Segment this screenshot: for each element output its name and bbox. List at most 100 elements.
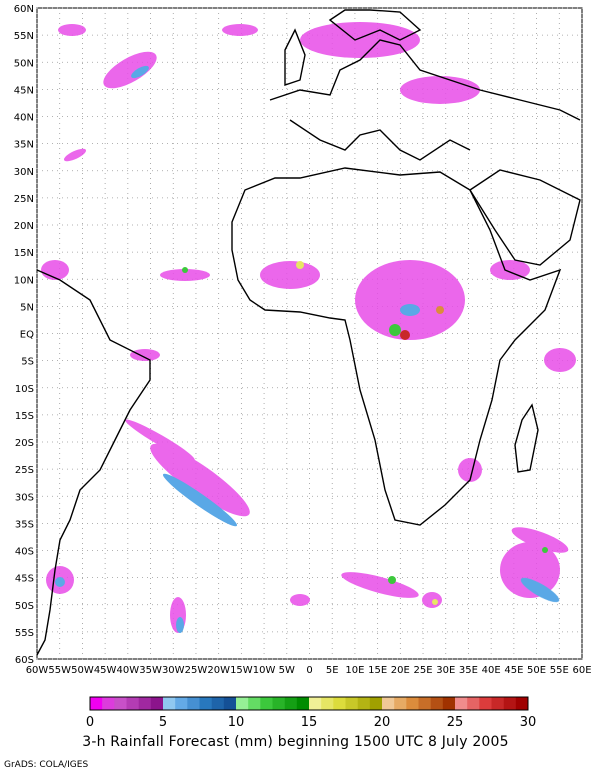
rain-patch [490, 260, 530, 280]
colorbar-swatch [284, 697, 298, 710]
lat-tick-label: 45N [14, 85, 34, 96]
lat-tick-label: 30S [15, 492, 34, 503]
lat-tick-label: 55S [15, 628, 34, 639]
lon-tick-label: 60E [572, 665, 591, 676]
lat-tick-label: 60S [15, 655, 34, 666]
colorbar-swatch [90, 697, 103, 710]
lon-tick-label: 25W [185, 665, 208, 676]
rain-patch [150, 443, 250, 517]
lat-tick-label: 45S [15, 574, 34, 585]
lon-tick-label: 10W [253, 665, 276, 676]
rain-core [55, 577, 65, 587]
map-title: 3-h Rainfall Forecast (mm) beginning 150… [82, 734, 509, 750]
lon-tick-label: 55W [48, 665, 71, 676]
colorbar-swatch [260, 697, 273, 710]
lon-tick-label: 10E [345, 665, 364, 676]
lon-tick-label: 15E [368, 665, 387, 676]
rain-core [162, 473, 238, 527]
lat-tick-label: 55N [14, 31, 34, 42]
rain-patch [500, 542, 560, 598]
britain-coastline [284, 28, 306, 86]
rain-patch [160, 269, 210, 281]
lat-tick-label: 35N [14, 140, 34, 151]
lat-tick-label: EQ [20, 330, 34, 341]
credit-text: GrADS: COLA/IGES [4, 760, 89, 770]
rain-patch [130, 349, 160, 361]
lat-tick-label: 30N [14, 167, 34, 178]
lat-tick-label: 20N [14, 221, 34, 232]
madagascar-coastline [514, 403, 539, 473]
colorbar-swatch [309, 697, 322, 710]
rain-patch [103, 51, 157, 89]
rain-patch [544, 348, 576, 372]
colorbar-swatch [382, 697, 395, 710]
colorbar-swatch [114, 697, 127, 710]
colorbar-swatch [236, 697, 249, 710]
arabia-coastline [469, 169, 581, 266]
colorbar-swatch [175, 697, 188, 710]
colorbar-swatch [102, 697, 115, 710]
colorbar-swatch [418, 697, 431, 710]
colorbar: 0 5 10 15 20 25 30 [86, 696, 536, 730]
colorbar-swatch [442, 697, 456, 710]
lat-tick-label: 35S [15, 519, 34, 530]
colorbar-swatch [187, 697, 200, 710]
rain-patch [341, 572, 419, 598]
lat-tick-label: 40S [15, 547, 34, 558]
africa-coastline [231, 167, 562, 526]
rain-peak [542, 547, 548, 553]
colorbar-swatch [321, 697, 334, 710]
rainfall-fields [41, 22, 576, 633]
colorbar-frame [89, 696, 529, 711]
lon-tick-label: 15W [230, 665, 253, 676]
colorbar-swatch [357, 697, 371, 710]
rain-patch [125, 419, 195, 461]
lon-tick-label: 30W [162, 665, 185, 676]
rain-peak [400, 330, 410, 340]
south-america-coastline [36, 269, 151, 656]
lon-tick-label: 35W [139, 665, 162, 676]
lon-tick-label: 40W [117, 665, 140, 676]
colorbar-tick-label: 15 [301, 715, 318, 730]
colorbar-swatch [223, 697, 237, 710]
lat-tick-label: 50S [15, 601, 34, 612]
axis-labels: 60W 55W 50W 45W 40W 35W 30W 25W 20W 15W 10W 5W 0 5E 10… [14, 4, 591, 676]
colorbar-swatch [394, 697, 407, 710]
rain-patch [63, 148, 87, 162]
lon-tick-label: 40E [482, 665, 501, 676]
rain-peak [182, 267, 188, 273]
lon-tick-label: 0 [306, 665, 312, 676]
colorbar-swatch [248, 697, 261, 710]
colorbar-swatch [455, 697, 468, 710]
colorbar-swatch [138, 697, 152, 710]
rain-core [400, 304, 420, 316]
colorbar-swatch [211, 697, 225, 710]
rain-patch [58, 24, 86, 36]
colorbar-swatch [467, 697, 480, 710]
rain-core [131, 65, 149, 79]
lat-tick-label: 60N [14, 4, 34, 15]
colorbar-tick-label: 5 [159, 715, 167, 730]
lon-tick-label: 5E [326, 665, 339, 676]
rain-patch [41, 260, 69, 280]
lat-tick-label: 25N [14, 194, 34, 205]
colorbar-swatch [369, 697, 383, 710]
lat-tick-label: 25S [15, 465, 34, 476]
rain-peak [432, 599, 438, 605]
lat-tick-label: 15N [14, 248, 34, 259]
lat-tick-label: 50N [14, 58, 34, 69]
colorbar-tick-label: 25 [447, 715, 464, 730]
rain-peak [389, 324, 401, 336]
rain-peak [436, 306, 444, 314]
lon-tick-label: 30E [436, 665, 455, 676]
rain-patch [222, 24, 258, 36]
rain-peak [296, 261, 304, 269]
scandinavia-coastline [328, 9, 422, 41]
colorbar-swatch [491, 697, 504, 710]
lon-tick-label: 50E [527, 665, 546, 676]
rain-peak [388, 576, 396, 584]
colorbar-swatch [430, 697, 444, 710]
rain-patch [422, 592, 442, 608]
rain-patch [458, 458, 482, 482]
